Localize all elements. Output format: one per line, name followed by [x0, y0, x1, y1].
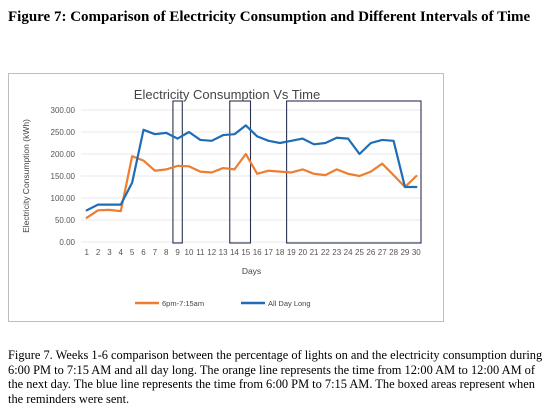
x-tick-label: 22	[321, 248, 330, 257]
reminder-box	[229, 100, 252, 244]
chart-container: Electricity Consumption Vs Time 0.00 50.0…	[8, 73, 444, 322]
x-axis-title: Days	[242, 266, 261, 276]
y-tick-label: 250.00	[51, 128, 76, 137]
x-axis-ticks: 1 2 3 4 5 6 7 8 9 10 11 12 13 14 15 16 17 18 19 20 21 22 23 24 2…	[84, 248, 421, 257]
x-tick-label: 14	[230, 248, 239, 257]
figure-title: Figure 7: Comparison of Electricity Cons…	[8, 9, 531, 25]
y-tick-label: 150.00	[51, 172, 76, 181]
x-tick-label: 12	[207, 248, 216, 257]
y-tick-label: 200.00	[51, 150, 76, 159]
x-tick-label: 15	[241, 248, 250, 257]
y-tick-label: 100.00	[51, 194, 76, 203]
legend-label: All Day Long	[268, 299, 311, 308]
x-tick-label: 6	[141, 248, 146, 257]
x-tick-label: 24	[344, 248, 353, 257]
x-tick-label: 29	[400, 248, 409, 257]
x-tick-label: 2	[96, 248, 101, 257]
x-tick-label: 25	[355, 248, 364, 257]
y-tick-label: 300.00	[51, 106, 76, 115]
x-tick-label: 13	[219, 248, 228, 257]
x-tick-label: 28	[389, 248, 398, 257]
x-tick-label: 1	[84, 248, 89, 257]
x-tick-label: 16	[253, 248, 262, 257]
series-lines	[85, 124, 418, 219]
x-tick-label: 30	[412, 248, 421, 257]
x-tick-label: 27	[378, 248, 387, 257]
legend-label: 6pm-7:15am	[162, 299, 204, 308]
x-tick-label: 26	[366, 248, 375, 257]
y-tick-label: 50.00	[55, 216, 76, 225]
series-line-all-day	[85, 124, 418, 212]
line-chart: Electricity Consumption Vs Time 0.0050.0…	[21, 87, 422, 308]
figure-caption: Figure 7. Weeks 1-6 comparison between t…	[8, 348, 543, 406]
x-tick-label: 23	[332, 248, 341, 257]
x-tick-label: 10	[185, 248, 194, 257]
legend: 6pm-7:15am All Day Long	[135, 299, 311, 308]
x-tick-label: 20	[298, 248, 307, 257]
series-line-evening	[85, 152, 418, 219]
x-tick-label: 21	[310, 248, 319, 257]
x-tick-label: 5	[130, 248, 135, 257]
x-tick-label: 4	[119, 248, 124, 257]
x-tick-label: 18	[275, 248, 284, 257]
x-tick-label: 11	[196, 248, 205, 257]
x-tick-label: 7	[153, 248, 158, 257]
x-tick-label: 9	[175, 248, 180, 257]
y-axis-title: Electricity Consumption (kWh)	[21, 119, 31, 233]
x-tick-label: 17	[264, 248, 273, 257]
reminder-box	[172, 100, 183, 244]
x-tick-label: 19	[287, 248, 296, 257]
y-tick-label: 0.00	[59, 238, 75, 247]
x-tick-label: 8	[164, 248, 169, 257]
x-tick-label: 3	[107, 248, 112, 257]
chart-title: Electricity Consumption Vs Time	[134, 87, 320, 102]
y-axis-ticks: 0.00 50.00 100.00 150.00 200.00 250.00 300.00	[51, 106, 76, 247]
